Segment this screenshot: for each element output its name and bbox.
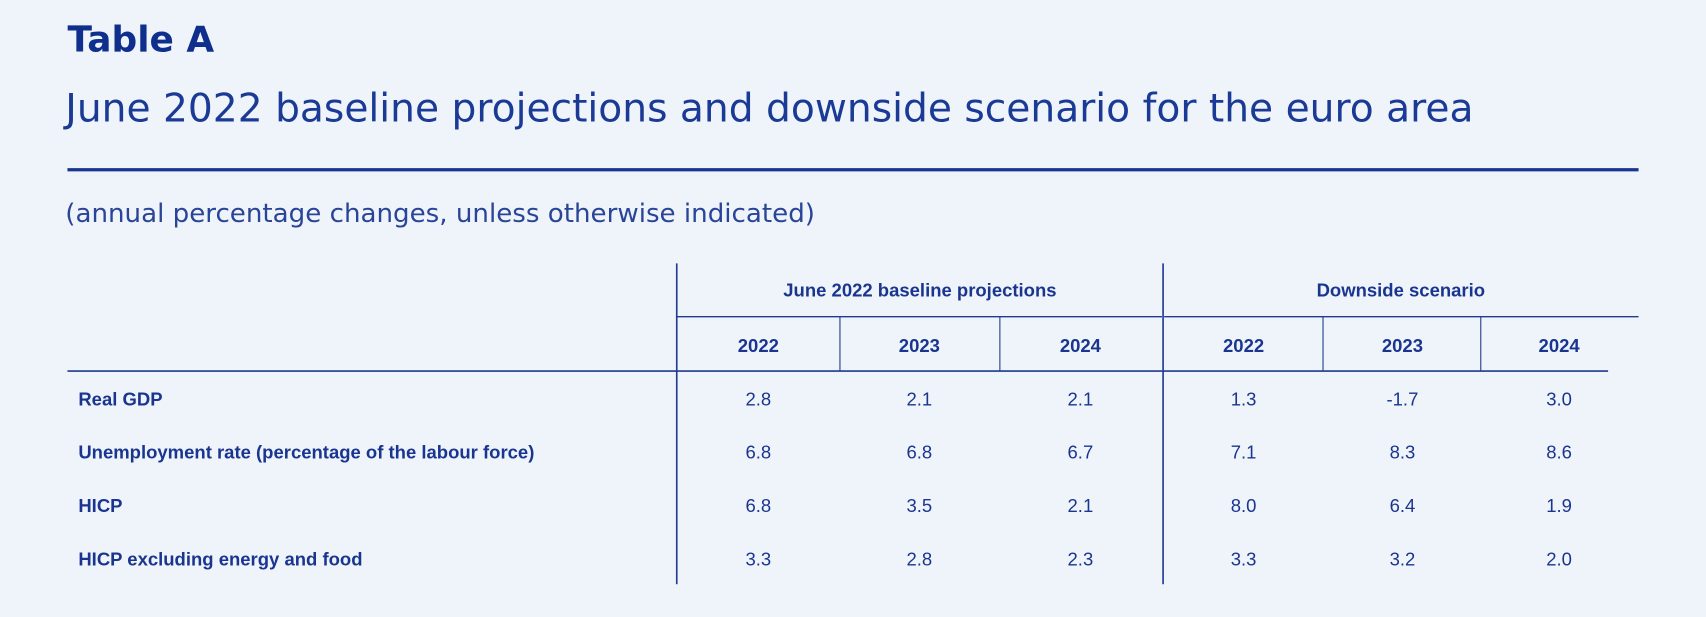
cell: 1.3 [1231, 388, 1257, 409]
year-header: 2023 [1382, 335, 1423, 356]
row-label: HICP excluding energy and food [78, 548, 362, 569]
cell: 6.8 [745, 495, 771, 516]
note: (annual percentage changes, unless other… [65, 199, 815, 229]
cell: 3.3 [1231, 548, 1257, 569]
year-header: 2024 [1060, 335, 1102, 356]
cell: -1.7 [1387, 388, 1419, 409]
year-header: 2022 [738, 335, 779, 356]
title: Table A [67, 19, 214, 60]
cell: 2.1 [1068, 388, 1094, 409]
group-header: June 2022 baseline projections [783, 280, 1056, 301]
subtitle: June 2022 baseline projections and downs… [62, 87, 1473, 132]
year-header: 2024 [1539, 335, 1581, 356]
cell: 3.3 [745, 548, 771, 569]
year-header: 2023 [899, 335, 940, 356]
cell: 2.3 [1068, 548, 1094, 569]
year-header: 2022 [1223, 335, 1264, 356]
cell: 2.1 [907, 388, 933, 409]
cell: 2.0 [1546, 548, 1572, 569]
row-label: Unemployment rate (percentage of the lab… [78, 442, 534, 463]
table: June 2022 baseline projections 2022 2023 20… [67, 263, 1639, 585]
group-header: Downside scenario [1317, 280, 1485, 301]
cell: 3.0 [1546, 388, 1572, 409]
cell: 8.3 [1390, 442, 1416, 463]
cell: 3.2 [1390, 548, 1416, 569]
cell: 2.8 [907, 548, 933, 569]
cell: 6.8 [745, 442, 771, 463]
cell: 3.5 [907, 495, 933, 516]
cell: 6.8 [907, 442, 933, 463]
cell: 2.1 [1068, 495, 1094, 516]
cell: 7.1 [1231, 442, 1257, 463]
cell: 8.0 [1231, 495, 1257, 516]
cell: 1.9 [1546, 495, 1572, 516]
cell: 2.8 [745, 388, 771, 409]
row-label: Real GDP [78, 388, 162, 409]
cell: 6.4 [1390, 495, 1416, 516]
row-label: HICP [78, 495, 122, 516]
cell: 8.6 [1546, 442, 1572, 463]
cell: 6.7 [1068, 442, 1094, 463]
